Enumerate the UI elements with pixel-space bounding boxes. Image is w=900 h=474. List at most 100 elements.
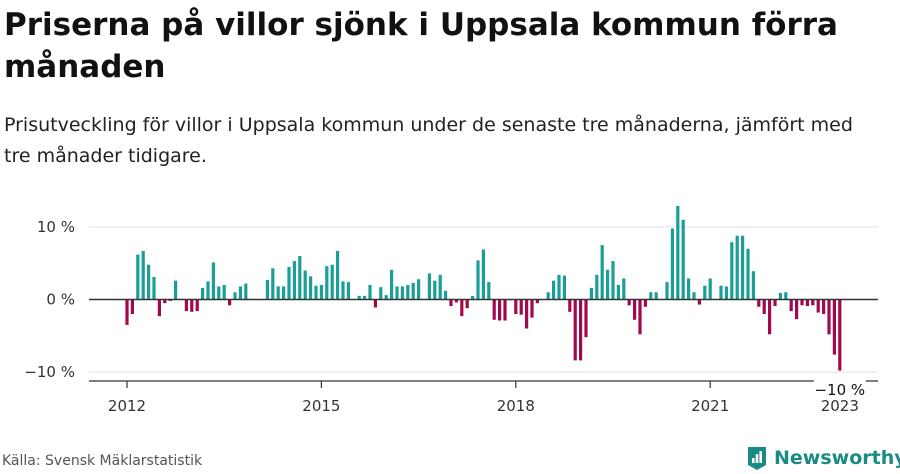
axis-labels: 10 %0 %−10 %2012 2015 2018 2021 2023−10 %: [24, 218, 866, 415]
bar: [498, 299, 502, 321]
bar: [579, 299, 583, 361]
bar: [417, 279, 421, 300]
bar: [346, 282, 350, 300]
bar: [141, 250, 145, 300]
bar: [519, 299, 523, 315]
bar: [287, 266, 291, 300]
bar: [157, 299, 161, 317]
y-tick-label: 0 %: [46, 291, 75, 309]
bar: [751, 271, 755, 300]
bar: [584, 299, 588, 338]
bar: [265, 279, 269, 300]
bar: [130, 299, 134, 314]
bar: [643, 299, 647, 307]
bar: [703, 285, 707, 300]
bar: [206, 281, 210, 300]
bar: [768, 299, 772, 335]
bar: [708, 278, 712, 300]
newsworthy-logo-icon: [748, 447, 766, 470]
bar: [832, 299, 836, 355]
bar: [795, 299, 799, 320]
bar: [481, 249, 485, 300]
bar: [390, 269, 394, 300]
bar: [568, 299, 572, 312]
bar: [670, 228, 674, 300]
brand[interactable]: Newsworthy: [746, 443, 900, 473]
axes: [89, 298, 878, 388]
bar: [125, 299, 129, 325]
bar: [606, 269, 610, 300]
bar: [330, 264, 334, 300]
bar: [282, 286, 286, 300]
bar: [800, 299, 804, 306]
bar: [303, 270, 307, 300]
bar: [687, 278, 691, 300]
bar: [784, 292, 788, 300]
x-tick-label: 2021: [691, 397, 729, 415]
bar: [211, 262, 215, 300]
bar: [341, 281, 345, 300]
bar: [681, 219, 685, 300]
last-value-annotation: −10 %: [814, 381, 865, 399]
bar: [217, 286, 221, 300]
bar: [622, 278, 626, 300]
bar: [692, 292, 696, 300]
bar: [724, 286, 728, 300]
bar: [147, 264, 151, 300]
bar: [373, 299, 377, 308]
bar: [492, 299, 496, 320]
bar: [778, 292, 782, 300]
y-tick-label: −10 %: [24, 363, 75, 381]
bar: [368, 285, 372, 300]
bar: [238, 286, 242, 300]
source-note: Källa: Svensk Mäklarstatistik: [2, 453, 203, 469]
bar: [476, 260, 480, 300]
bar: [665, 282, 669, 300]
bar: [406, 285, 410, 300]
bar: [222, 285, 226, 300]
bar: [719, 285, 723, 300]
bar: [827, 299, 831, 335]
bar: [822, 299, 826, 314]
bar: [616, 285, 620, 300]
bar: [773, 299, 777, 307]
bar: [471, 295, 475, 300]
bar: [271, 268, 275, 300]
bar: [336, 250, 340, 300]
bar: [400, 286, 404, 300]
bar: [319, 285, 323, 300]
annotation-background: [813, 379, 866, 398]
bar: [309, 276, 313, 300]
bar: [552, 280, 556, 300]
bar: [384, 295, 388, 300]
bar: [228, 299, 232, 306]
bar: [233, 292, 237, 300]
bar: [805, 299, 809, 307]
bar: [454, 299, 458, 303]
bar: [168, 299, 172, 301]
bar: [487, 282, 491, 300]
bar: [395, 286, 399, 300]
y-tick-label: 10 %: [37, 218, 75, 236]
bar: [363, 295, 367, 300]
bar: [433, 280, 437, 300]
bar: [174, 280, 178, 300]
bar: [730, 242, 734, 300]
bar: [514, 299, 518, 314]
bar: [357, 295, 361, 300]
bar: [438, 274, 442, 300]
bar: [525, 299, 529, 329]
x-tick-label: 2015: [302, 397, 340, 415]
bar: [735, 235, 739, 300]
bar: [638, 299, 642, 335]
bar: [292, 261, 296, 300]
chart-subtitle: Prisutveckling för villor i Uppsala komm…: [4, 114, 853, 167]
bar: [816, 299, 820, 313]
bar: [589, 287, 593, 300]
bar: [557, 274, 561, 300]
bar: [546, 292, 550, 300]
bar: [195, 299, 199, 312]
bar: [152, 277, 156, 300]
bar: [190, 299, 194, 312]
